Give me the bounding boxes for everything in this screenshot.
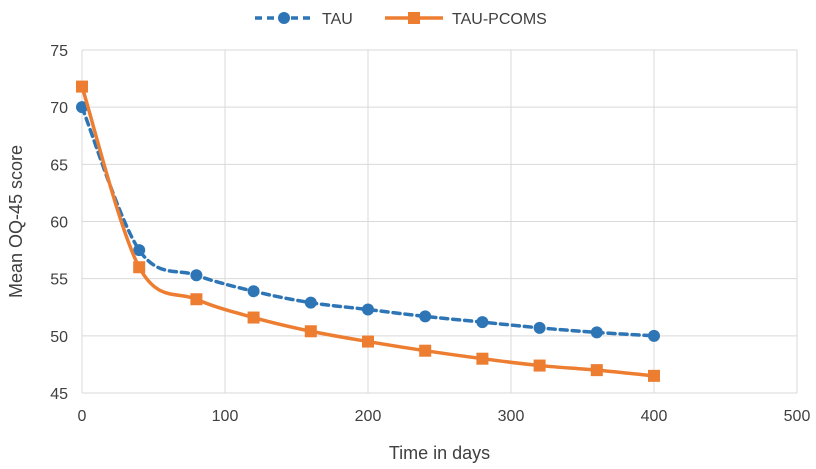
data-point-marker bbox=[476, 316, 489, 329]
data-point-marker bbox=[533, 321, 546, 334]
x-tick-label: 100 bbox=[212, 408, 239, 425]
data-point-marker bbox=[362, 335, 374, 348]
legend-marker bbox=[408, 12, 420, 24]
legend-label: TAU bbox=[322, 11, 353, 28]
data-point-marker bbox=[590, 364, 603, 377]
data-point-marker bbox=[533, 359, 546, 372]
data-point-marker bbox=[419, 310, 432, 323]
data-point-marker bbox=[76, 101, 88, 114]
y-tick-label: 65 bbox=[50, 157, 68, 174]
y-tick-label: 75 bbox=[50, 43, 68, 60]
legend-item: TAU-PCOMS bbox=[385, 11, 547, 28]
series-tau-pcoms bbox=[76, 80, 660, 382]
x-tick-label: 400 bbox=[641, 408, 668, 425]
data-point-marker bbox=[247, 285, 260, 298]
legend-marker bbox=[278, 12, 290, 24]
series-tau bbox=[76, 101, 660, 342]
data-point-marker bbox=[247, 311, 260, 324]
x-tick-label: 500 bbox=[784, 408, 811, 425]
x-tick-label: 0 bbox=[78, 408, 87, 425]
data-point-marker bbox=[190, 293, 203, 306]
data-point-marker bbox=[648, 369, 660, 382]
y-tick-label: 60 bbox=[50, 215, 68, 232]
axes: 45 50 55 60 65 70 75 0 100 200 300 400 500 bbox=[50, 43, 810, 425]
gridlines bbox=[81, 49, 798, 394]
legend-label: TAU-PCOMS bbox=[452, 11, 547, 28]
data-point-marker bbox=[590, 326, 603, 339]
data-point-marker bbox=[304, 325, 317, 338]
y-tick-label: 50 bbox=[50, 329, 68, 346]
data-point-marker bbox=[76, 80, 88, 93]
data-point-marker bbox=[362, 303, 374, 316]
data-point-marker bbox=[476, 352, 489, 365]
y-axis-title: Mean OQ-45 score bbox=[6, 145, 26, 298]
x-tick-label: 300 bbox=[498, 408, 525, 425]
data-point-marker bbox=[648, 329, 660, 342]
y-tick-label: 55 bbox=[50, 272, 68, 289]
x-axis-title: Time in days bbox=[389, 443, 490, 463]
data-point-marker bbox=[304, 296, 317, 309]
series-group bbox=[76, 80, 660, 382]
legend: TAU TAU-PCOMS bbox=[255, 11, 547, 28]
x-tick-label: 200 bbox=[355, 408, 382, 425]
data-point-marker bbox=[419, 344, 432, 357]
y-tick-label: 45 bbox=[50, 386, 68, 403]
series-line bbox=[80, 84, 656, 378]
legend-item: TAU bbox=[255, 11, 353, 28]
data-point-marker bbox=[133, 261, 146, 274]
data-point-marker bbox=[190, 269, 203, 282]
data-point-marker bbox=[133, 244, 146, 257]
y-tick-label: 70 bbox=[50, 100, 68, 117]
series-line bbox=[80, 105, 656, 338]
